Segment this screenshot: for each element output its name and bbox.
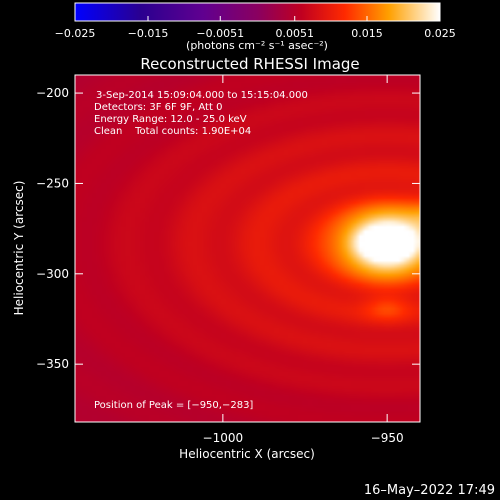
x-tick-label: −1000 <box>203 431 244 445</box>
colorbar-tick-label: −0.025 <box>55 27 96 40</box>
colorbar-tick-label: 0.015 <box>351 27 383 40</box>
y-tick-label: −350 <box>36 357 69 371</box>
axis-ticks: −1000−950−900−200−250−300−350 <box>36 75 420 445</box>
annotation-clean-counts: Clean Total counts: 1.90E+04 <box>94 126 251 137</box>
colorbar-tick-label: 0.025 <box>424 27 456 40</box>
y-tick-label: −200 <box>36 86 69 100</box>
plot-frame <box>74 74 421 423</box>
colorbar-tick-label: −0.015 <box>128 27 169 40</box>
chart-title: Reconstructed RHESSI Image <box>140 55 359 73</box>
annotation-time-range: 3-Sep-2014 15:09:04.000 to 15:15:04.000 <box>96 90 308 101</box>
annotation-peak-position: Position of Peak = [−950,−283] <box>94 400 253 411</box>
colorbar-tick-label: −0.0051 <box>196 27 244 40</box>
colorbar <box>74 2 441 22</box>
x-tick-label: −950 <box>371 431 404 445</box>
plot-area <box>75 75 500 422</box>
colorbar-unit-label: (photons cm⁻² s⁻¹ asec⁻²) <box>186 39 328 52</box>
y-tick-label: −250 <box>36 176 69 190</box>
x-axis-label: Heliocentric X (arcsec) <box>179 447 315 461</box>
annotation-energy-range: Energy Range: 12.0 - 25.0 keV <box>94 114 247 125</box>
y-axis-label: Heliocentric Y (arcsec) <box>12 181 26 316</box>
solar-limb-curve <box>482 75 500 422</box>
heatmap-image <box>75 75 420 422</box>
y-tick-label: −300 <box>36 267 69 281</box>
colorbar-ticks: −0.025 −0.015 −0.0051 0.0051 0.015 0.025 <box>55 16 456 40</box>
footer-date: 16–May–2022 17:49 <box>364 483 495 498</box>
colorbar-tick-label: 0.0051 <box>275 27 314 40</box>
annotation-detectors: Detectors: 3F 6F 9F, Att 0 <box>94 102 222 113</box>
